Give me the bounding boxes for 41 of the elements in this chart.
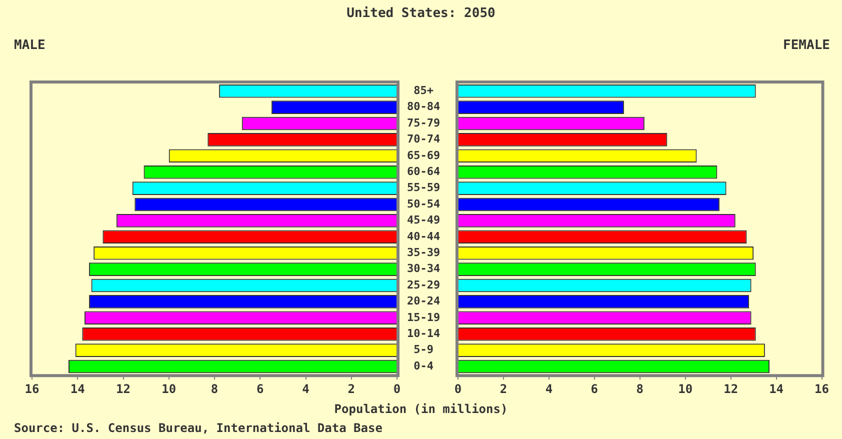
x-tick-label: 2 (500, 382, 508, 396)
x-tick-label: 6 (590, 382, 598, 396)
chart-title: United States: 2050 (346, 6, 496, 21)
chart-title: FEMALE (783, 38, 830, 53)
y-tick-label: 65-69 (406, 148, 440, 162)
x-tick-label: 4 (302, 382, 310, 396)
x-tick-label: 14 (70, 382, 85, 396)
y-tick-label: 25-29 (406, 278, 440, 292)
x-tick-label: 16 (814, 382, 829, 396)
y-tick-label: 70-74 (406, 132, 440, 146)
x-tick-label: 2 (348, 382, 355, 396)
y-tick-label: 15-19 (406, 310, 440, 324)
y-tick-label: 85+ (414, 84, 434, 97)
y-tick-label: 10-14 (406, 326, 440, 340)
source-note: Source: U.S. Census Bureau, International Data Base (14, 421, 382, 435)
x-tick-label: 16 (24, 382, 40, 396)
x-tick-label: 10 (162, 382, 176, 396)
x-axis-title: Population (in millions) (333, 402, 509, 416)
y-tick-label: 55-59 (406, 181, 440, 194)
y-tick-label: 60-64 (406, 164, 440, 178)
x-tick-label: 6 (256, 382, 264, 396)
x-tick-label: 4 (545, 382, 553, 396)
y-tick-label: 40-44 (406, 230, 440, 243)
y-tick-label: 35-39 (406, 246, 440, 259)
chart-subtitle: MALE (14, 38, 46, 53)
y-tick-label: 30-34 (406, 262, 440, 276)
y-tick-label: 50-54 (406, 197, 440, 210)
y-tick-label: 45-49 (406, 214, 440, 227)
y-tick-label: 75-79 (406, 116, 440, 130)
x-tick-label: 14 (769, 382, 784, 396)
y-tick-label: 0-4 (414, 359, 434, 372)
x-tick-label: 8 (210, 382, 218, 396)
x-tick-label: 10 (678, 382, 693, 396)
y-tick-label: 5-9 (414, 343, 434, 356)
x-tick-label: 0 (454, 382, 462, 396)
y-tick-label: 80-84 (406, 100, 440, 114)
x-tick-label: 8 (636, 382, 644, 396)
y-tick-label: 20-24 (406, 294, 440, 308)
x-tick-label: 12 (116, 382, 130, 396)
x-tick-label: 0 (393, 382, 401, 396)
x-tick-label: 12 (724, 382, 738, 396)
